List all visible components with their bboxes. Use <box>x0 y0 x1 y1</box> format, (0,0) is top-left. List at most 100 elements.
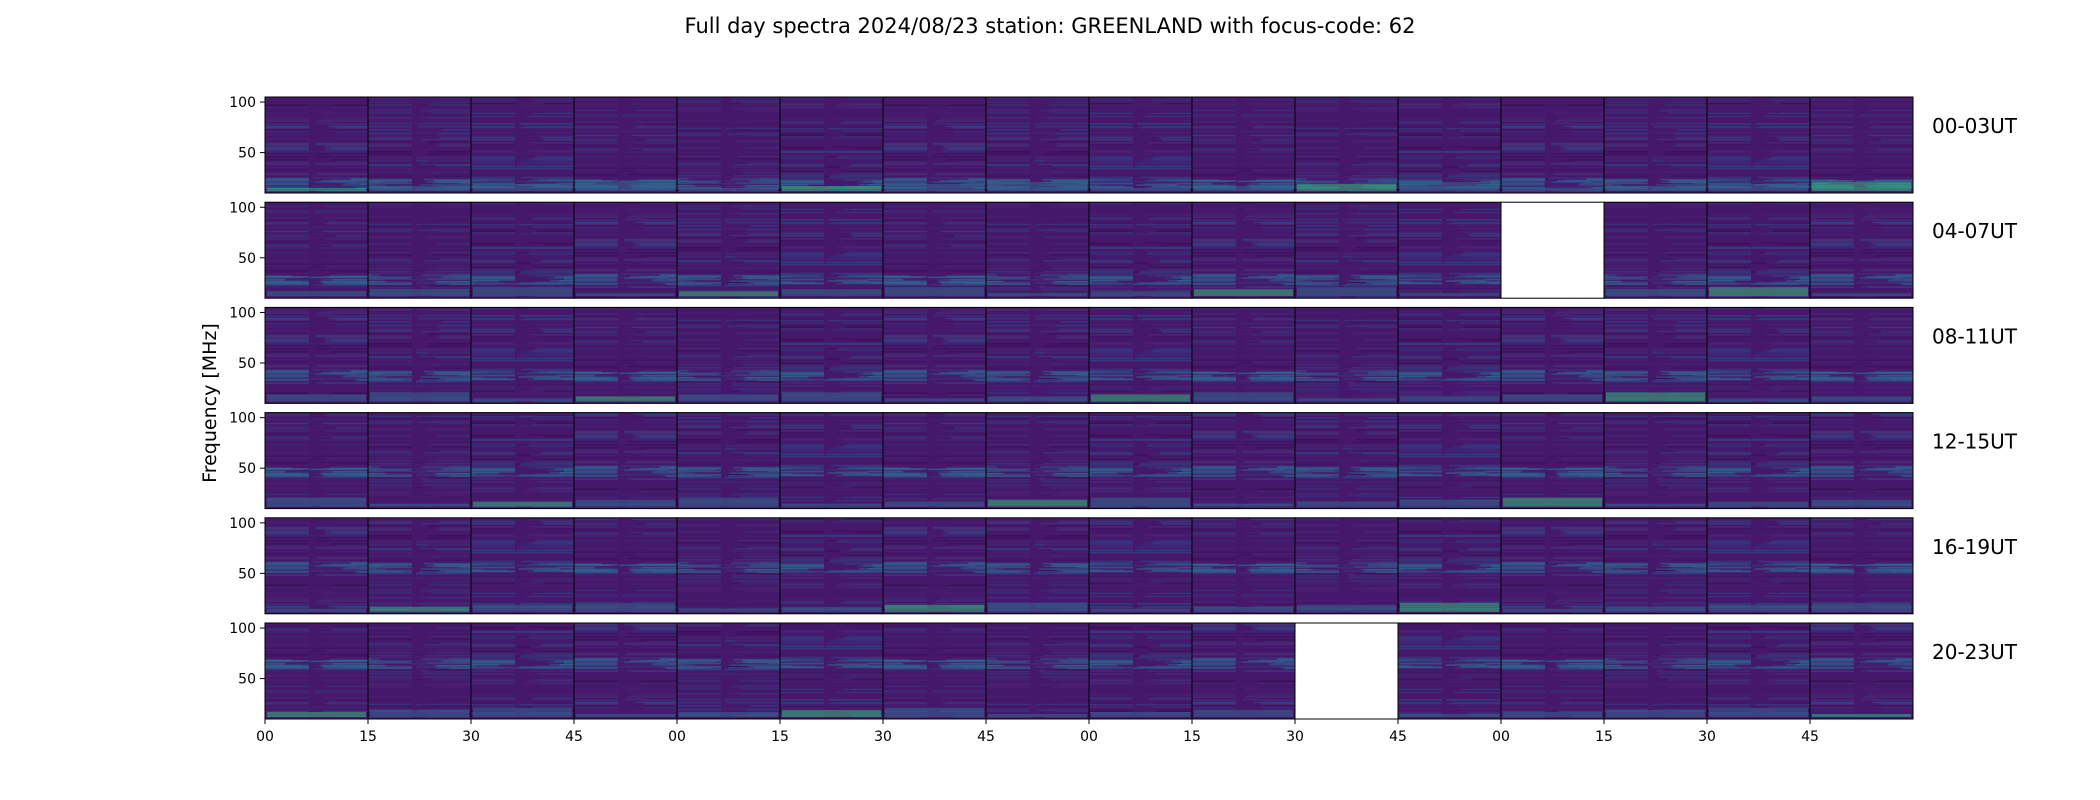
spectrum-panel <box>470 96 575 194</box>
low-frequency-band <box>267 291 366 297</box>
low-frequency-band <box>1194 392 1293 402</box>
y-tick-label: 100 <box>229 411 256 427</box>
spectrum-panel <box>676 517 781 615</box>
low-frequency-band <box>885 398 984 402</box>
x-tick-label: 00 <box>256 729 274 745</box>
spectrum-panel <box>1088 96 1193 194</box>
low-frequency-band <box>267 188 366 191</box>
low-frequency-band <box>885 184 984 191</box>
low-frequency-band <box>988 293 1087 297</box>
low-frequency-band <box>1091 497 1190 507</box>
low-frequency-band <box>473 184 572 191</box>
row-label: 12-15UT <box>1932 430 2018 454</box>
spectrum-panel <box>1191 622 1296 720</box>
spectrum-panel <box>1088 201 1193 299</box>
spectrum-panel <box>1500 622 1605 720</box>
spectrum-panel <box>1397 306 1502 404</box>
low-frequency-band <box>1400 499 1499 507</box>
spectrum-panel <box>985 517 1090 615</box>
spectrum-panel <box>1294 96 1399 194</box>
low-frequency-band <box>576 714 675 717</box>
low-frequency-band <box>370 710 469 717</box>
low-frequency-band <box>1091 291 1190 297</box>
low-frequency-band <box>1194 710 1293 717</box>
low-frequency-band <box>1606 503 1705 507</box>
y-axis-label: Frequency [MHz] <box>199 323 221 483</box>
row-label: 16-19UT <box>1932 535 2018 559</box>
low-frequency-band <box>885 604 984 612</box>
row-label: 20-23UT <box>1932 640 2018 664</box>
spectrum-panel <box>1088 622 1193 720</box>
low-frequency-band <box>267 608 366 612</box>
spectrum-panel <box>573 517 678 615</box>
spectrum-panel <box>882 201 987 299</box>
spectrum-panel <box>676 622 781 720</box>
spectrum-panel <box>573 412 678 510</box>
low-frequency-band <box>679 712 778 717</box>
low-frequency-band <box>473 398 572 402</box>
low-frequency-band <box>1709 184 1808 191</box>
low-frequency-band <box>1812 602 1911 612</box>
spectrum-panel <box>1294 412 1399 510</box>
spectrum-panel <box>367 517 472 615</box>
low-frequency-band <box>1400 182 1499 191</box>
x-tick-label: 30 <box>1698 729 1716 745</box>
panels-group: 50 100 00-03UT 50 100 04-07UT 50 100 08-11UT 50 10… <box>229 95 2018 720</box>
low-frequency-band <box>1812 293 1911 297</box>
spectrum-panel <box>264 412 369 510</box>
low-frequency-band <box>782 606 881 612</box>
low-frequency-band <box>267 497 366 507</box>
spectrum-panel <box>1809 622 1914 720</box>
low-frequency-band <box>1400 714 1499 717</box>
spectrum-panel <box>1500 412 1605 510</box>
low-frequency-band <box>370 186 469 191</box>
row-label: 00-03UT <box>1932 114 2018 138</box>
low-frequency-band <box>1503 394 1602 402</box>
spectrum-panel <box>573 96 678 194</box>
y-tick-label: 50 <box>238 461 256 477</box>
row-04-07UT: 50 100 04-07UT <box>229 200 2018 299</box>
spectrum-panel <box>779 201 884 299</box>
low-frequency-band <box>267 394 366 402</box>
spectrum-panel <box>1397 622 1502 720</box>
spectrum-panel <box>1397 517 1502 615</box>
low-frequency-band <box>1503 608 1602 612</box>
y-tick-label: 50 <box>238 566 256 582</box>
low-frequency-band <box>679 188 778 191</box>
low-frequency-band <box>1812 396 1911 402</box>
spectrum-panel <box>985 306 1090 404</box>
low-frequency-band <box>370 289 469 297</box>
low-frequency-band <box>1194 289 1293 297</box>
x-tick-label: 15 <box>1183 729 1201 745</box>
spectrum-panel <box>367 622 472 720</box>
spectrum-panel <box>882 306 987 404</box>
low-frequency-band <box>1709 604 1808 612</box>
x-tick-label: 15 <box>1595 729 1613 745</box>
low-frequency-band <box>782 392 881 402</box>
low-frequency-band <box>885 287 984 297</box>
low-frequency-band <box>1503 188 1602 191</box>
spectrum-panel <box>779 412 884 510</box>
row-12-15UT: 50 100 12-15UT <box>229 411 2018 510</box>
low-frequency-band <box>267 712 366 717</box>
low-frequency-band <box>1297 184 1396 191</box>
row-00-03UT: 50 100 00-03UT <box>229 95 2018 194</box>
spectrum-panel <box>470 517 575 615</box>
low-frequency-band <box>1091 188 1190 191</box>
spectrum-panel <box>1809 96 1914 194</box>
low-frequency-band <box>1812 182 1911 191</box>
low-frequency-band <box>1091 394 1190 402</box>
low-frequency-band <box>473 708 572 717</box>
y-tick-label: 50 <box>238 672 256 688</box>
x-tick-label: 45 <box>1389 729 1407 745</box>
x-tick-label: 15 <box>771 729 789 745</box>
spectrum-panel <box>1397 96 1502 194</box>
spectrum-panel <box>1191 412 1296 510</box>
spectrum-panel <box>882 517 987 615</box>
y-tick-label: 100 <box>229 95 256 111</box>
low-frequency-band <box>1606 606 1705 612</box>
row-label: 04-07UT <box>1932 219 2018 243</box>
spectrum-panel <box>1706 412 1811 510</box>
low-frequency-band <box>1400 602 1499 612</box>
low-frequency-band <box>1606 710 1705 717</box>
